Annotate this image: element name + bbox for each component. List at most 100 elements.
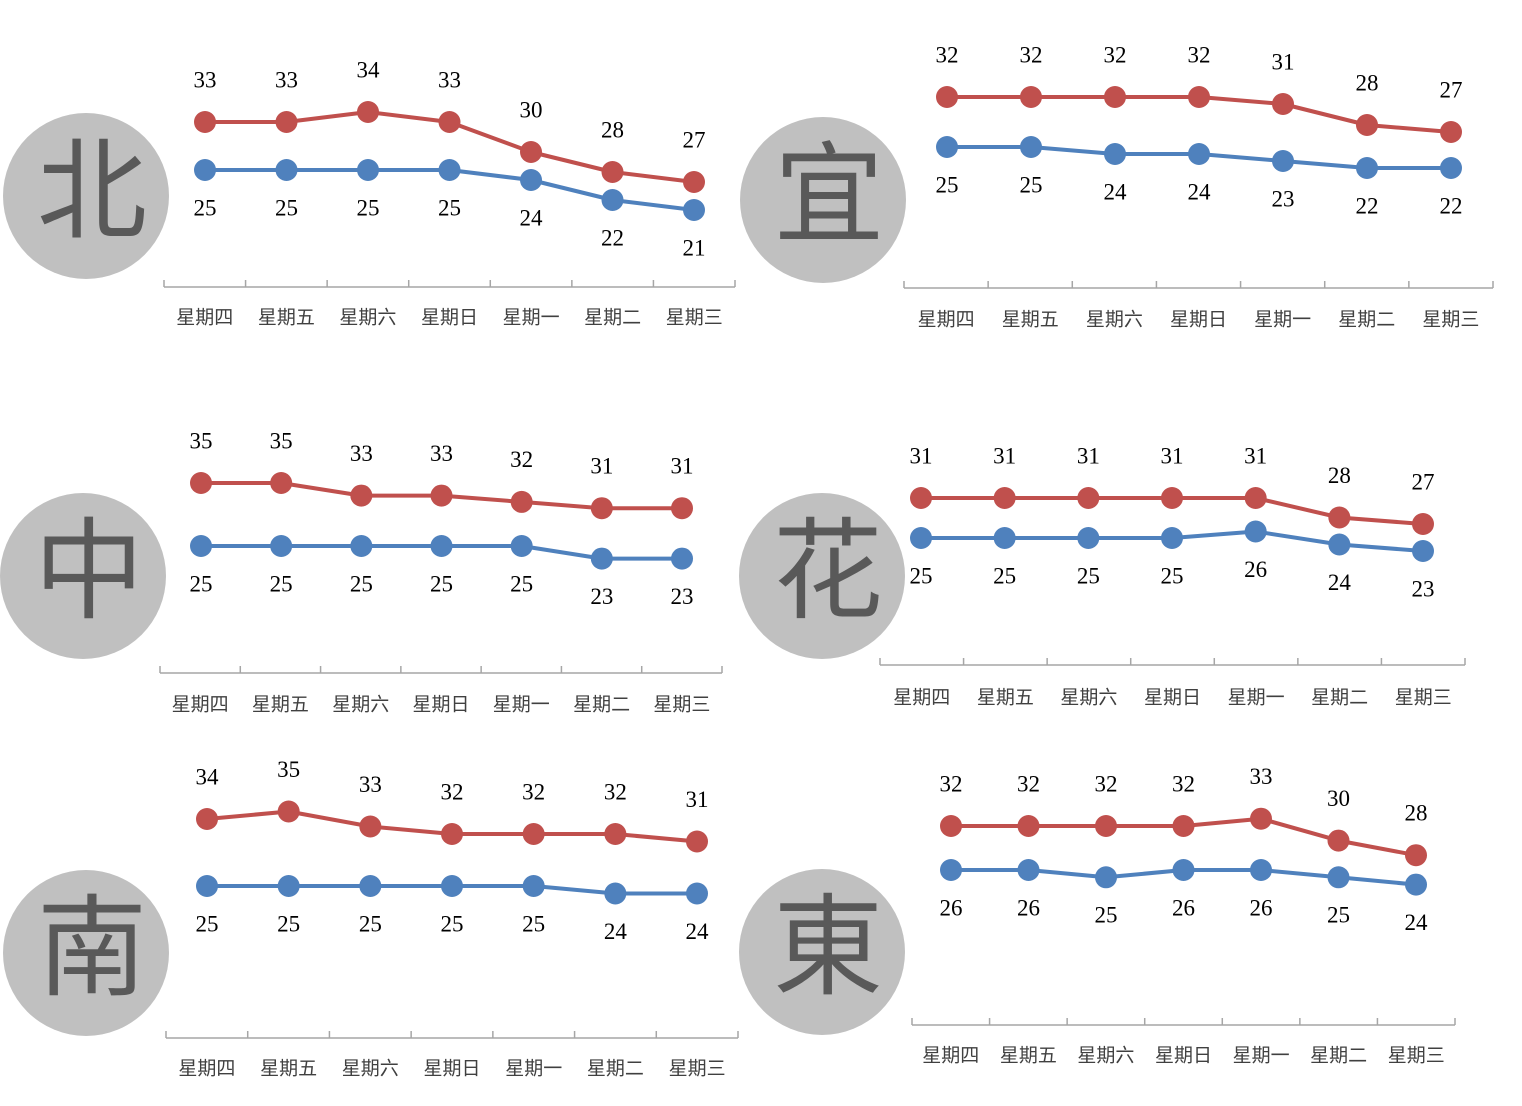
low-temp-data-label: 26 (1172, 895, 1195, 920)
region-badge (3, 113, 169, 279)
high-temp-data-label: 30 (520, 97, 543, 122)
high-temp-data-label: 27 (1440, 77, 1463, 102)
low-temp-data-label: 24 (686, 919, 710, 944)
x-tick-label: 星期三 (653, 694, 710, 716)
high-temp-point (194, 111, 216, 133)
x-tick-label: 星期四 (176, 307, 233, 329)
low-temp-point (1405, 873, 1427, 896)
low-temp-point (1188, 143, 1210, 165)
low-temp-point (940, 859, 962, 881)
low-temp-data-label: 25 (275, 195, 298, 220)
low-temp-point (590, 547, 613, 570)
high-temp-data-label: 32 (1188, 42, 1211, 67)
x-tick-label: 星期日 (1144, 687, 1201, 709)
high-temp-data-label: 33 (275, 67, 298, 92)
high-temp-data-label: 32 (522, 779, 545, 804)
low-temp-point (1440, 157, 1462, 179)
x-tick-label: 星期五 (977, 687, 1034, 709)
high-temp-data-label: 28 (1356, 70, 1379, 95)
high-temp-point (686, 830, 708, 853)
low-temp-data-label: 25 (936, 172, 959, 197)
x-tick-label: 星期一 (503, 307, 560, 329)
low-temp-data-label: 26 (1244, 557, 1267, 582)
low-temp-point (1017, 859, 1040, 881)
high-temp-data-label: 35 (277, 757, 300, 782)
high-temp-data-label: 31 (671, 453, 694, 478)
high-temp-point (1017, 815, 1040, 837)
high-temp-point (1356, 114, 1378, 136)
low-temp-data-label: 23 (590, 584, 613, 609)
region-label: 中 (34, 507, 144, 635)
high-temp-point (1244, 487, 1267, 509)
region-label: 花 (773, 507, 883, 635)
low-temp-data-label: 25 (441, 911, 464, 936)
low-temp-data-label: 25 (359, 911, 382, 936)
high-temp-data-label: 35 (270, 428, 293, 453)
high-temp-point (520, 141, 542, 163)
low-temp-data-label: 22 (601, 225, 624, 250)
low-temp-point (671, 547, 693, 570)
high-temp-data-label: 33 (359, 772, 382, 797)
high-temp-point (1272, 93, 1294, 115)
low-temp-data-label: 22 (1440, 193, 1463, 218)
low-temp-point (270, 535, 293, 557)
low-temp-point (910, 527, 932, 549)
x-tick-label: 星期四 (178, 1058, 235, 1080)
low-temp-data-label: 23 (671, 584, 694, 609)
low-temp-data-label: 26 (1250, 895, 1273, 920)
x-tick-label: 星期二 (1338, 309, 1395, 331)
low-temp-data-label: 25 (438, 195, 461, 220)
high-temp-data-label: 31 (910, 443, 933, 468)
high-temp-data-label: 27 (683, 127, 706, 152)
high-temp-point (1077, 487, 1100, 509)
low-temp-point (686, 882, 708, 905)
high-temp-point (601, 161, 624, 183)
low-temp-data-label: 25 (1327, 903, 1350, 928)
x-tick-label: 星期三 (1388, 1045, 1445, 1067)
low-temp-point (1412, 540, 1434, 562)
low-temp-point (430, 535, 453, 557)
high-temp-point (357, 101, 379, 123)
x-tick-label: 星期二 (587, 1058, 644, 1080)
low-temp-data-label: 25 (1020, 172, 1043, 197)
high-temp-data-label: 33 (194, 67, 217, 92)
low-temp-data-label: 25 (993, 563, 1016, 588)
high-temp-data-label: 32 (1095, 771, 1118, 796)
high-temp-data-label: 33 (1250, 764, 1273, 789)
x-tick-label: 星期四 (172, 694, 229, 716)
region-badge (3, 870, 169, 1036)
low-temp-point (1250, 859, 1272, 881)
high-temp-data-label: 32 (1020, 42, 1043, 67)
x-tick-label: 星期三 (666, 307, 723, 329)
high-temp-data-label: 28 (1405, 800, 1428, 825)
x-tick-label: 星期一 (1233, 1045, 1290, 1067)
low-temp-point (510, 535, 533, 557)
low-temp-data-label: 24 (604, 919, 628, 944)
low-temp-point (277, 875, 300, 897)
high-temp-data-label: 33 (350, 441, 373, 466)
x-tick-label: 星期二 (1310, 1045, 1367, 1067)
x-tick-label: 星期日 (1170, 309, 1227, 331)
high-temp-point (993, 487, 1016, 509)
x-tick-label: 星期日 (1155, 1045, 1212, 1067)
low-temp-point (1095, 866, 1117, 889)
high-temp-point (359, 815, 382, 838)
high-temp-data-label: 32 (510, 447, 533, 472)
region-badge (739, 869, 905, 1035)
high-temp-point (940, 815, 962, 837)
high-temp-data-label: 31 (1161, 443, 1184, 468)
low-temp-point (190, 535, 212, 557)
region-badge (740, 117, 906, 283)
x-tick-label: 星期五 (260, 1058, 317, 1080)
low-temp-data-label: 25 (1077, 563, 1100, 588)
low-temp-point (196, 875, 218, 897)
low-temp-data-label: 25 (277, 911, 300, 936)
low-temp-point (993, 527, 1016, 549)
low-temp-point (1328, 533, 1351, 556)
high-temp-data-label: 31 (1272, 49, 1295, 74)
